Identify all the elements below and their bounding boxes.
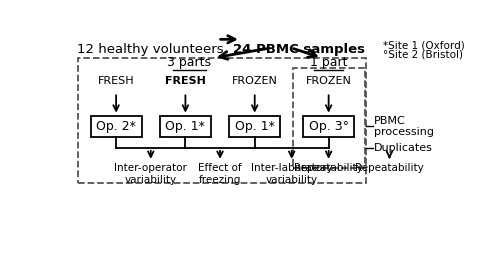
- Text: PBMC
processing: PBMC processing: [374, 115, 434, 137]
- Bar: [78, 58, 366, 183]
- Bar: [230, 116, 280, 137]
- Text: °Site 2 (Bristol): °Site 2 (Bristol): [384, 49, 464, 59]
- Text: Effect of
freezing: Effect of freezing: [198, 163, 242, 185]
- Text: FRESH: FRESH: [165, 76, 206, 86]
- Text: Inter-laboratory
variability: Inter-laboratory variability: [251, 163, 332, 185]
- Bar: [160, 116, 211, 137]
- Text: 3 parts: 3 parts: [168, 56, 212, 69]
- Text: Op. 3°: Op. 3°: [308, 120, 348, 133]
- Text: FROZEN: FROZEN: [306, 76, 352, 86]
- Text: FRESH: FRESH: [98, 76, 134, 86]
- Text: Op. 1*: Op. 1*: [166, 120, 205, 133]
- Text: Repeatability: Repeatability: [294, 163, 363, 173]
- Bar: [90, 116, 142, 137]
- Text: 1 part: 1 part: [310, 56, 348, 69]
- Text: *Site 1 (Oxford): *Site 1 (Oxford): [384, 40, 465, 50]
- Text: Inter-operator
variability: Inter-operator variability: [114, 163, 187, 185]
- Text: 24 PBMC samples: 24 PBMC samples: [232, 43, 364, 56]
- Bar: [303, 116, 354, 137]
- Text: Op. 2*: Op. 2*: [96, 120, 136, 133]
- Text: Duplicates: Duplicates: [374, 143, 433, 153]
- Text: FROZEN: FROZEN: [232, 76, 278, 86]
- Bar: [293, 68, 365, 168]
- Text: 12 healthy volunteers: 12 healthy volunteers: [76, 43, 224, 56]
- Text: Op. 1*: Op. 1*: [235, 120, 275, 133]
- Text: Repeatability: Repeatability: [355, 163, 424, 173]
